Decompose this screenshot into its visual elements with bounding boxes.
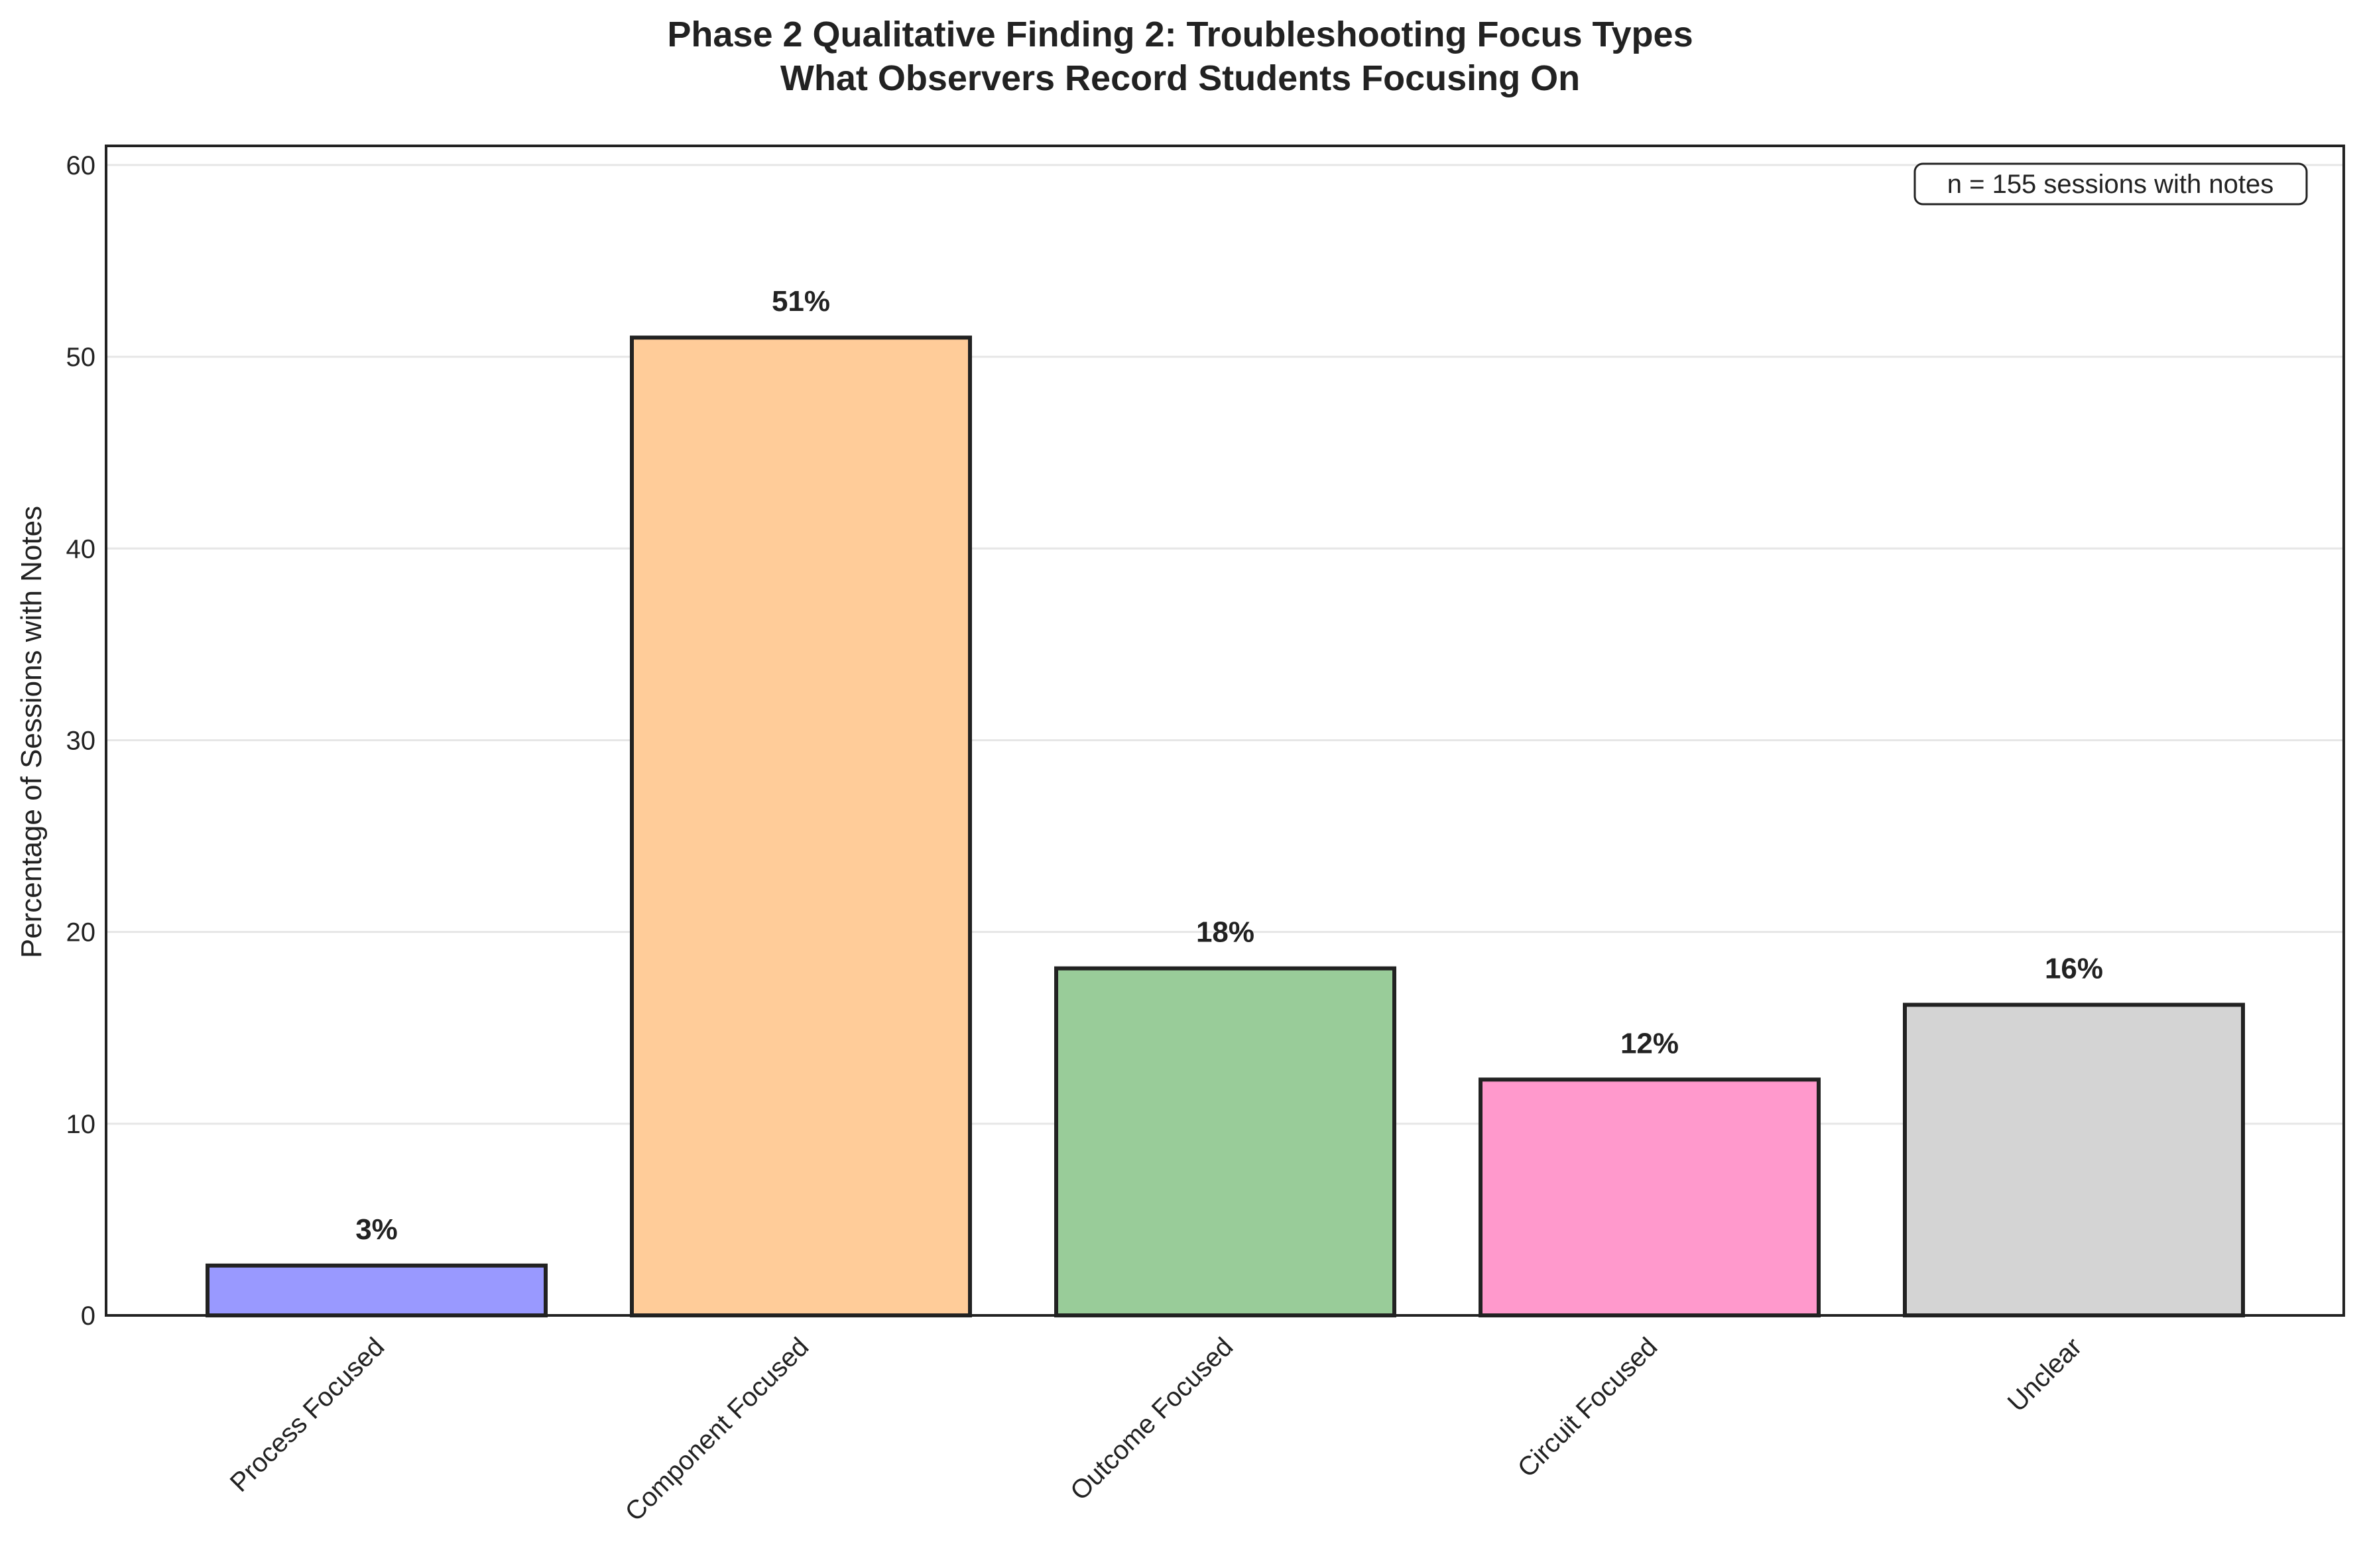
bar — [1903, 1002, 2245, 1317]
x-tick-label: Outcome Focused — [1065, 1332, 1239, 1506]
bar-value-label: 12% — [1620, 1027, 1679, 1059]
bar-value-label: 3% — [355, 1213, 398, 1246]
x-tick-label: Component Focused — [620, 1332, 815, 1527]
x-tick-label: Unclear — [2002, 1332, 2088, 1417]
bar — [1054, 966, 1396, 1317]
y-tick-label: 50 — [66, 343, 96, 372]
bar-value-label: 16% — [2045, 953, 2103, 985]
bar-value-label: 18% — [1196, 916, 1254, 949]
bar-value-label: 51% — [772, 285, 830, 318]
sample-size-annotation: n = 155 sessions with notes — [1913, 162, 2308, 206]
y-axis-label: Percentage of Sessions with Notes — [15, 506, 48, 958]
chart-subtitle: What Observers Record Students Focusing … — [780, 58, 1580, 98]
y-tick-label: 30 — [66, 726, 96, 755]
y-tick-label: 10 — [66, 1110, 96, 1139]
bar — [1479, 1077, 1821, 1318]
y-tick-label: 60 — [66, 151, 96, 180]
y-tick-label: 40 — [66, 534, 96, 564]
x-tick-label: Circuit Focused — [1512, 1332, 1664, 1483]
bar — [630, 335, 972, 1318]
annotation-box — [1913, 162, 2308, 206]
x-axis-ticks: Process Focused Component Focused Outcome … — [225, 1332, 2088, 1527]
chart-title: Phase 2 Qualitative Finding 2: Troublesh… — [667, 15, 1693, 54]
annotation-text: n = 155 sessions with notes — [1947, 170, 2274, 199]
y-axis-ticks: 0 10 20 30 40 50 60 — [66, 151, 96, 1331]
data-labels: 3% 51% 18% 12% 16% — [355, 285, 2103, 1246]
bars — [206, 335, 2245, 1318]
y-tick-label: 0 — [81, 1301, 95, 1331]
x-tick-label: Process Focused — [225, 1332, 391, 1498]
y-tick-label: 20 — [66, 918, 96, 947]
plot-frame — [105, 145, 2345, 1317]
bar — [206, 1263, 548, 1317]
